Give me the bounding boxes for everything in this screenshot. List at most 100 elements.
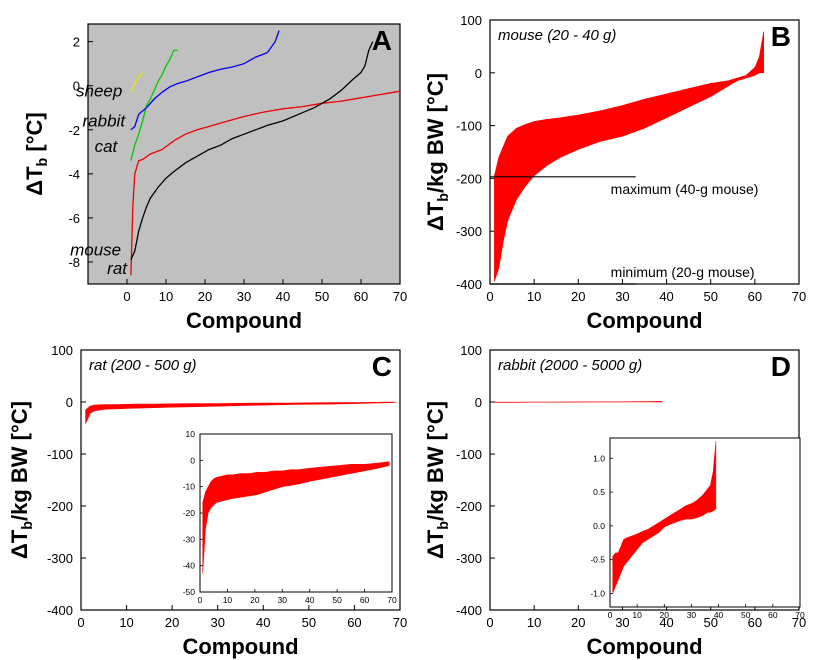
x-tick-label: 50	[703, 615, 717, 630]
range-band	[494, 31, 764, 282]
y-axis-label: ΔTb/kg BW [°C]	[423, 73, 452, 231]
x-tick-label: 20	[165, 615, 179, 630]
inset-x-tick-label: 20	[660, 610, 670, 620]
y-tick-label: -200	[456, 499, 482, 514]
inset-x-tick-label: 0	[608, 610, 613, 620]
x-tick-label: 40	[659, 615, 673, 630]
inset-x-tick-label: 70	[795, 610, 805, 620]
y-axis-label: ΔTb/kg BW [°C]	[7, 401, 36, 559]
x-tick-label: 20	[571, 289, 585, 304]
inset-x-tick-label: 60	[768, 610, 778, 620]
inset-x-tick-label: 50	[332, 595, 342, 605]
series-line-sheep	[130, 72, 144, 93]
panel-letter: C	[372, 351, 392, 382]
x-axis-label: Compound	[186, 308, 302, 333]
inset-y-tick-label: -0.5	[590, 555, 605, 565]
minimum-label: minimum (20-g mouse)	[611, 264, 755, 280]
inset-y-tick-label: 1.0	[593, 453, 605, 463]
series-label-sheep: sheep	[76, 82, 122, 101]
inset-x-tick-label: 20	[250, 595, 260, 605]
series-line-rat	[130, 41, 374, 261]
series-label-rat: rat	[107, 259, 128, 278]
x-tick-label: 50	[703, 289, 717, 304]
panel-annotation: rabbit (2000 - 5000 g)	[498, 357, 642, 374]
maximum-label: maximum (40-g mouse)	[611, 181, 759, 197]
inset-x-tick-label: 30	[687, 610, 697, 620]
y-tick-label: 0	[73, 79, 80, 94]
panel-a: 0 10 20 30 40 50 60 70 -8 -6 -4 -2 0 2 Compound ΔTb [°C…	[22, 23, 407, 333]
inset-range-band	[202, 461, 390, 574]
y-tick-label: 100	[460, 343, 482, 358]
inset-y-tick-label: -10	[183, 482, 196, 492]
inset-y-tick-label: -50	[183, 587, 196, 597]
panel-annotation: mouse (20 - 40 g)	[498, 27, 616, 44]
y-tick-label: -400	[47, 603, 73, 618]
inset-y-tick-label: 10	[186, 429, 196, 439]
x-tick-label: 70	[792, 289, 806, 304]
y-tick-label: -2	[68, 123, 80, 138]
inset-y-tick-label: -1.0	[590, 588, 605, 598]
series-line-rabbit	[130, 49, 178, 161]
inset-y-tick-label: 0.5	[593, 487, 605, 497]
x-tick-label: 0	[486, 615, 493, 630]
x-tick-label: 30	[210, 615, 224, 630]
plot-frame	[87, 23, 401, 285]
x-tick-label: 60	[347, 615, 361, 630]
y-tick-label: -4	[68, 167, 80, 182]
y-tick-label: 0	[66, 395, 73, 410]
inset-chart: 0 10 20 30 40 50 60 70 -1.0 -0.5 0.0 0.5 1.0	[590, 437, 805, 620]
y-axis-label-unit: /kg BW [°C]	[7, 401, 32, 521]
y-tick-label: -100	[456, 119, 482, 134]
y-tick-label: -200	[47, 499, 73, 514]
inset-y-tick-label: -20	[183, 508, 196, 518]
series-label-cat: cat	[95, 137, 119, 156]
range-band	[85, 401, 396, 424]
series-line-cat	[130, 30, 280, 131]
panel-d: 0 10 20 30 40 50 60 70-400-300-200-1000100Compo…	[423, 343, 806, 659]
y-axis-label: ΔTb/kg BW [°C]	[423, 401, 452, 559]
y-axis-label-unit: [°C]	[22, 112, 47, 157]
panel-annotation: rat (200 - 500 g)	[89, 357, 197, 374]
y-tick-label: -8	[68, 255, 80, 270]
y-axis-label-unit: /kg BW [°C]	[423, 401, 448, 521]
series-label-rabbit: rabbit	[83, 111, 127, 130]
x-tick-label: 30	[237, 289, 251, 304]
y-tick-label: 100	[460, 13, 482, 28]
x-tick-label: 0	[486, 289, 493, 304]
y-axis-label-subscript: b	[436, 521, 452, 530]
panel-c: 0 10 20 30 40 50 60 70-400-300-200-1000100Compo…	[7, 343, 407, 659]
x-tick-label: 0	[123, 289, 130, 304]
y-tick-label: -400	[456, 277, 482, 292]
plot-frame	[80, 349, 401, 611]
x-tick-label: 10	[159, 289, 173, 304]
inset-x-tick-label: 40	[305, 595, 315, 605]
inset-chart: 0 10 20 30 40 50 60 70 -50 -40 -30 -20 -10 0 10	[183, 429, 397, 605]
x-tick-label: 10	[527, 289, 541, 304]
inset-y-tick-label: 0	[190, 455, 195, 465]
series-line-mouse	[130, 90, 401, 276]
x-tick-label: 10	[119, 615, 133, 630]
inset-x-tick-label: 40	[714, 610, 724, 620]
x-tick-label: 20	[571, 615, 585, 630]
y-tick-label: 0	[475, 66, 482, 81]
x-tick-label: 70	[792, 615, 806, 630]
x-tick-label: 60	[748, 615, 762, 630]
inset-frame	[609, 437, 801, 608]
y-axis-label-unit: /kg BW [°C]	[423, 73, 448, 193]
inset-x-tick-label: 60	[360, 595, 370, 605]
plot-frame	[489, 19, 800, 285]
series-label-mouse: mouse	[70, 240, 121, 259]
x-tick-label: 40	[659, 289, 673, 304]
inset-x-tick-label: 30	[278, 595, 288, 605]
y-axis-label-main: ΔT	[22, 166, 47, 196]
inset-x-tick-label: 70	[387, 595, 397, 605]
x-tick-label: 0	[77, 615, 84, 630]
x-tick-label: 50	[302, 615, 316, 630]
x-tick-label: 70	[393, 615, 407, 630]
inset-y-tick-label: 0.0	[593, 521, 605, 531]
x-tick-label: 50	[315, 289, 329, 304]
inset-range-band	[612, 441, 717, 594]
inset-y-tick-label: -40	[183, 561, 196, 571]
y-tick-label: -200	[456, 171, 482, 186]
